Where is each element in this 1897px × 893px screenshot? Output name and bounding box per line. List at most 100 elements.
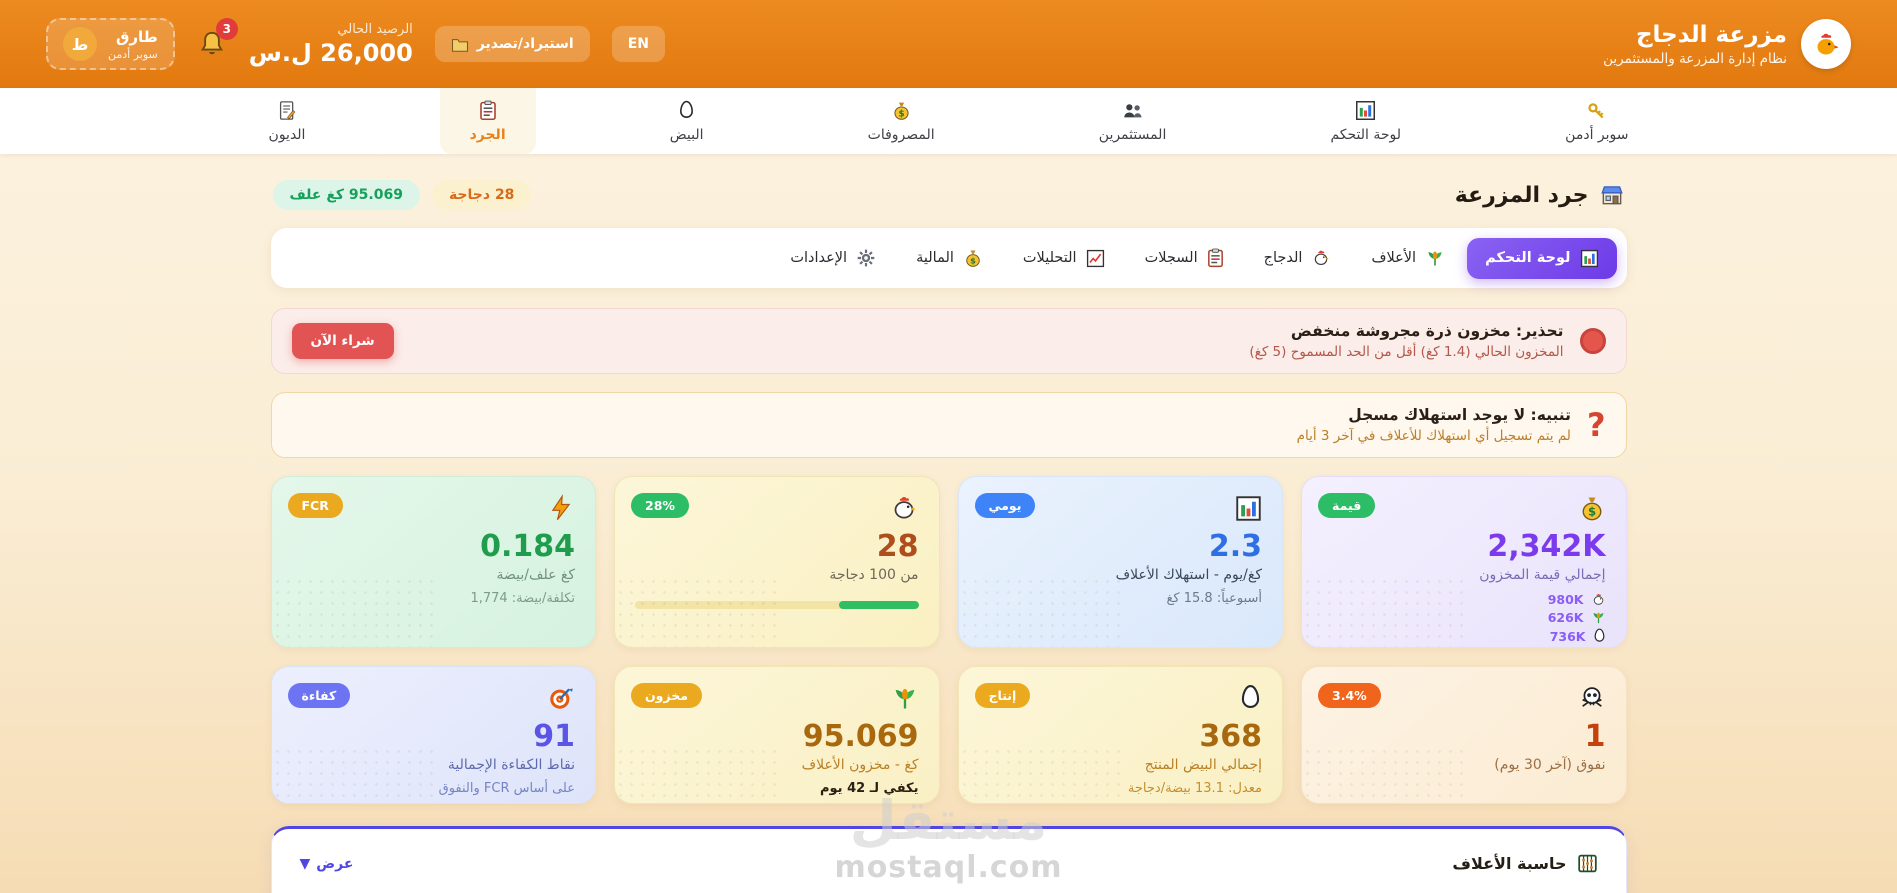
nav-item-dashboard[interactable]: لوحة التحكم: [1300, 88, 1431, 154]
tab-label: لوحة التحكم: [1485, 250, 1571, 266]
rooster-icon: [635, 493, 919, 523]
page-title-text: جرد المزرعة: [1454, 182, 1589, 208]
nav-label: البيض: [669, 126, 704, 143]
bell-icon: [197, 29, 227, 59]
app-logo: [1801, 19, 1851, 69]
tab-dashboard[interactable]: لوحة التحكم: [1467, 237, 1617, 279]
stat-label: كغ/يوم - استهلاك الأعلاف: [1115, 567, 1262, 583]
money-bag-icon: $: [963, 248, 983, 268]
balance-label: الرصيد الحالي: [337, 21, 413, 37]
buy-now-button[interactable]: شراء الآن: [291, 323, 394, 359]
feed-calculator-panel: حاسبة الأعلاف عرض ▼: [270, 826, 1627, 893]
stat-card-daily-consumption: يومي 2.3 كغ/يوم - استهلاك الأعلاف أسبوعي…: [957, 476, 1283, 648]
feed-stock-badge: 95.069 كغ علف: [272, 180, 420, 210]
stat-label: من 100 دجاجة: [829, 567, 919, 583]
stat-label: نفوق (آخر 30 يوم): [1494, 757, 1606, 773]
bar-chart-icon: [1580, 249, 1599, 268]
money-bag-icon: $: [1322, 493, 1606, 523]
value-badge: قيمة: [1318, 493, 1376, 518]
user-texts: طارق سوبر أدمن: [108, 28, 158, 61]
nav-item-debts[interactable]: الديون: [239, 88, 336, 154]
tab-finance[interactable]: $ المالية: [898, 237, 1001, 279]
tab-label: الأعلاف: [1371, 250, 1417, 266]
calculator-title: حاسبة الأعلاف: [1452, 853, 1597, 874]
rooster-icon: [1591, 592, 1606, 607]
clipboard-icon: [1207, 248, 1224, 268]
tab-label: الإعدادات: [790, 250, 848, 266]
tab-settings[interactable]: الإعدادات: [772, 237, 894, 279]
corn-icon: [635, 683, 919, 713]
brand: مزرعة الدجاج نظام إدارة المزرعة والمستثم…: [1603, 19, 1851, 69]
rooster-icon: [1311, 248, 1331, 268]
tab-feed[interactable]: الأعلاف: [1353, 237, 1463, 279]
alert-title: تحذير: مخزون ذرة مجروشة منخفض: [1290, 322, 1564, 340]
chickens-progress-fill: [839, 601, 919, 609]
alert-texts: تنبيه: لا يوجد استهلاك مسجل لم يتم تسجيل…: [1297, 406, 1571, 444]
stat-label: كغ - مخزون الأعلاف: [801, 757, 919, 773]
stat-card-egg-production: إنتاج 368 إجمالي البيض المنتج معدل: 13.1…: [957, 666, 1283, 804]
eggs-badge: إنتاج: [974, 683, 1031, 708]
egg-icon: [979, 683, 1263, 713]
stat-value: 2.3: [1208, 529, 1262, 564]
notifications-button[interactable]: 3: [197, 18, 238, 59]
calculator-toggle[interactable]: عرض ▼: [300, 856, 354, 872]
import-export-button[interactable]: استيراد/تصدير: [434, 26, 590, 62]
user-name: طارق: [115, 27, 158, 46]
question-mark-icon: ?: [1586, 406, 1606, 444]
abacus-icon: [1577, 853, 1598, 874]
tab-label: التحليلات: [1022, 250, 1077, 266]
egg-icon: [1593, 628, 1606, 644]
stat-label: نقاط الكفاءة الإجمالية: [447, 757, 575, 773]
stat-sub: معدل: 13.1 بيضة/دجاجة: [1127, 781, 1262, 796]
stat-label: إجمالي البيض المنتج: [1144, 757, 1262, 773]
nav-item-investors[interactable]: المستثمرين: [1069, 88, 1197, 154]
language-toggle-button[interactable]: EN: [611, 26, 665, 62]
low-stock-alert: تحذير: مخزون ذرة مجروشة منخفض المخزون ال…: [270, 308, 1627, 374]
memo-icon: [278, 100, 297, 122]
corn-icon: [1425, 248, 1445, 268]
chicken-count-badge: 28 دجاجة: [431, 180, 532, 210]
svg-text:$: $: [970, 256, 976, 266]
balance-value: 26,000 ل.س: [248, 38, 413, 67]
lightning-icon: [292, 493, 576, 523]
nav-label: سوبر أدمن: [1565, 126, 1629, 143]
tab-records[interactable]: السجلات: [1127, 237, 1242, 279]
nav-label: الديون: [268, 126, 306, 143]
stat-value: 91: [533, 719, 575, 754]
chart-up-icon: [1086, 249, 1105, 268]
gear-icon: [856, 248, 876, 268]
breakdown-amount: 980K: [1547, 592, 1584, 607]
chevron-down-icon: ▼: [299, 855, 311, 872]
nav-item-super-admin[interactable]: سوبر أدمن: [1535, 88, 1658, 154]
nav-item-eggs[interactable]: البيض: [640, 88, 734, 154]
stat-value: 1: [1584, 719, 1606, 754]
summary-badges: 28 دجاجة 95.069 كغ علف: [272, 180, 532, 210]
stat-card-feed-stock: مخزون 95.069 كغ - مخزون الأعلاف يكفي لـ …: [614, 666, 940, 804]
nav-item-inventory[interactable]: الجرد: [439, 88, 536, 154]
target-icon: [292, 683, 576, 713]
stat-value: 2,342K: [1487, 529, 1606, 564]
calculator-header: حاسبة الأعلاف عرض ▼: [300, 853, 1598, 874]
stat-label: كغ علف/بيضة: [496, 567, 575, 583]
page-title: جرد المزرعة: [1455, 182, 1625, 208]
section-tabs: لوحة التحكم الأعلاف الدجاج السجلات التحل…: [270, 228, 1627, 288]
user-menu[interactable]: طارق سوبر أدمن ط: [46, 18, 175, 70]
breakdown-feed: 626K: [1322, 610, 1606, 625]
tab-chickens[interactable]: الدجاج: [1246, 237, 1350, 279]
stat-sub: أسبوعياً: 15.8 كغ: [1166, 591, 1263, 606]
efficiency-badge: كفاءة: [287, 683, 351, 708]
fcr-badge: FCR: [287, 493, 343, 518]
breakdown-chickens: 980K: [1322, 592, 1606, 607]
stat-card-chickens: 28% 28 من 100 دجاجة: [614, 476, 940, 648]
people-icon: [1122, 100, 1144, 122]
main-nav-inner: سوبر أدمن لوحة التحكم المستثمرين $ المصر…: [239, 88, 1659, 154]
nav-item-expenses[interactable]: $ المصروفات: [838, 88, 965, 154]
stat-sub: على أساس FCR والنفوق: [438, 781, 575, 796]
main-nav: سوبر أدمن لوحة التحكم المستثمرين $ المصر…: [0, 88, 1897, 154]
app-title: مزرعة الدجاج: [1635, 21, 1787, 48]
brand-text: مزرعة الدجاج نظام إدارة المزرعة والمستثم…: [1603, 22, 1787, 67]
stat-card-efficiency: كفاءة 91 نقاط الكفاءة الإجمالية على أساس…: [270, 666, 596, 804]
stat-label: إجمالي قيمة المخزون: [1479, 567, 1606, 583]
language-label: EN: [627, 36, 649, 52]
tab-analytics[interactable]: التحليلات: [1005, 238, 1123, 279]
